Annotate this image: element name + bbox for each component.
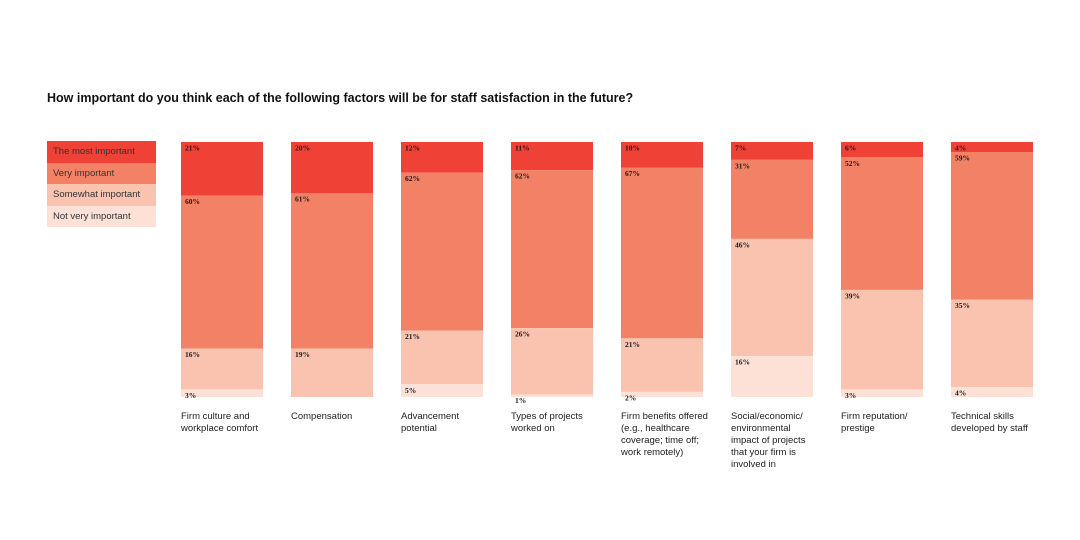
data-label-most-important-3: 11% (515, 144, 530, 153)
data-label-somewhat-important-7: 35% (955, 301, 970, 310)
bar-segment-somewhat-important-4 (621, 338, 703, 392)
data-label-not-very-important-6: 3% (845, 391, 856, 400)
legend-item-most-important: The most important (47, 141, 156, 163)
data-label-very-important-7: 59% (955, 154, 970, 163)
data-label-very-important-4: 67% (625, 169, 640, 178)
bar-segment-somewhat-important-6 (841, 289, 923, 390)
bar-segment-not-very-important-2 (401, 384, 483, 397)
category-label-social-impact: Social/economic/ environmental impact of… (731, 411, 806, 470)
bar-segment-very-important-4 (621, 167, 703, 339)
data-label-not-very-important-4: 2% (625, 393, 636, 402)
data-label-somewhat-important-6: 39% (845, 291, 860, 300)
bar-segment-most-important-1 (291, 142, 373, 193)
data-label-most-important-4: 10% (625, 144, 640, 153)
data-label-very-important-6: 52% (845, 159, 860, 168)
data-label-very-important-1: 61% (295, 195, 310, 204)
bar-segment-very-important-0 (181, 195, 263, 349)
category-label-advancement: Advancement potential (401, 411, 460, 434)
data-label-not-very-important-7: 4% (955, 389, 966, 398)
bar-segment-somewhat-important-7 (951, 299, 1033, 387)
data-label-somewhat-important-2: 21% (405, 332, 420, 341)
bar-segment-very-important-7 (951, 152, 1033, 300)
data-label-very-important-0: 60% (185, 197, 200, 206)
data-label-somewhat-important-0: 16% (185, 350, 200, 359)
legend: The most important Very important Somewh… (47, 141, 156, 227)
bar-segment-most-important-4 (621, 142, 703, 168)
bar-segment-most-important-0 (181, 142, 263, 196)
chart-title: How important do you think each of the f… (47, 91, 634, 105)
data-label-not-very-important-2: 5% (405, 386, 416, 395)
bar-segment-not-very-important-6 (841, 389, 923, 397)
legend-item-very-important: Very important (47, 162, 156, 184)
category-label-reputation: Firm reputation/ prestige (841, 411, 908, 434)
bar-segment-very-important-1 (291, 193, 373, 349)
data-label-most-important-7: 4% (955, 144, 966, 153)
bar-segment-somewhat-important-2 (401, 330, 483, 385)
bar-segment-most-important-6 (841, 142, 923, 158)
bar-segment-not-very-important-7 (951, 387, 1033, 397)
category-label-firm-culture: Firm culture and workplace comfort (181, 411, 259, 434)
bar-segment-very-important-6 (841, 157, 923, 290)
data-label-most-important-1: 20% (295, 144, 310, 153)
data-label-most-important-0: 21% (185, 144, 200, 153)
bar-segment-not-very-important-4 (621, 391, 703, 397)
bar-segment-very-important-2 (401, 172, 483, 331)
bar-segment-most-important-2 (401, 142, 483, 173)
bar-segment-somewhat-important-5 (731, 238, 813, 357)
bar-segment-very-important-3 (511, 170, 593, 329)
category-label-benefits: Firm benefits offered (e.g., healthcare … (621, 411, 708, 458)
data-label-somewhat-important-5: 46% (735, 240, 750, 249)
data-label-somewhat-important-3: 26% (515, 330, 530, 339)
bar-segment-somewhat-important-0 (181, 348, 263, 390)
bar-segment-not-very-important-5 (731, 356, 813, 397)
bar-segment-not-very-important-3 (511, 394, 593, 397)
legend-item-somewhat-important: Somewhat important (47, 184, 156, 206)
category-label-project-types: Types of projects worked on (511, 411, 583, 434)
data-label-somewhat-important-4: 21% (625, 340, 640, 349)
data-label-very-important-2: 62% (405, 174, 420, 183)
data-label-not-very-important-3: 1% (515, 396, 526, 405)
data-label-most-important-6: 6% (845, 144, 856, 153)
data-label-somewhat-important-1: 19% (295, 350, 310, 359)
data-label-most-important-5: 7% (735, 144, 746, 153)
data-label-not-very-important-0: 3% (185, 391, 196, 400)
category-label-technical-skills: Technical skills developed by staff (951, 411, 1028, 434)
bar-segment-not-very-important-0 (181, 389, 263, 397)
bar-segment-most-important-7 (951, 142, 1033, 152)
bar-segment-most-important-5 (731, 142, 813, 160)
data-label-very-important-5: 31% (735, 161, 750, 170)
bar-segment-somewhat-important-3 (511, 328, 593, 395)
data-label-very-important-3: 62% (515, 172, 530, 181)
bar-segment-most-important-3 (511, 142, 593, 171)
bar-segment-very-important-5 (731, 159, 813, 239)
category-label-compensation: Compensation (291, 411, 353, 422)
data-label-most-important-2: 12% (405, 144, 420, 153)
legend-item-not-very-important: Not very important (47, 205, 156, 227)
bar-segment-somewhat-important-1 (291, 348, 373, 397)
data-label-not-very-important-5: 16% (735, 358, 750, 367)
